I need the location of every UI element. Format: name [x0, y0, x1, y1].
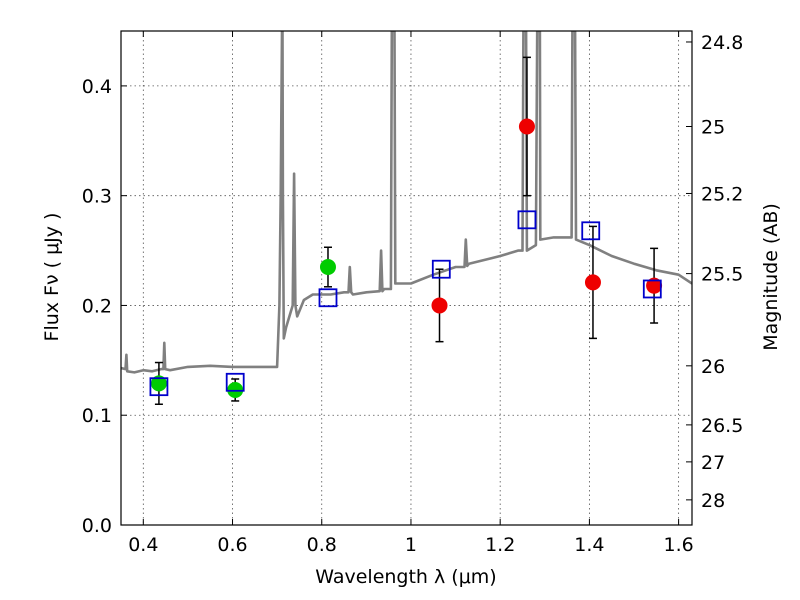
y-tick-label: 0.1	[82, 405, 112, 427]
x-tick-label: 1	[405, 534, 417, 556]
data-point	[319, 259, 336, 276]
y-axis-label: Flux Fν ( μJy )	[41, 213, 63, 342]
y2-tick-label: 28	[701, 490, 725, 512]
x-tick-label: 0.6	[217, 534, 247, 556]
y-tick-label: 0.3	[82, 186, 112, 208]
y2-tick-label: 26	[701, 356, 725, 378]
y2-tick-label: 27	[701, 452, 725, 474]
marker-layer	[149, 118, 663, 398]
x-tick-label: 0.8	[307, 534, 337, 556]
model-point	[517, 210, 537, 230]
y-tick-label: 0.4	[82, 76, 112, 98]
x-tick-label: 1.4	[574, 534, 604, 556]
x-tick-label: 1.6	[664, 534, 694, 556]
model-point	[225, 372, 245, 392]
model-point	[431, 259, 451, 279]
data-point	[646, 277, 663, 294]
model-point	[149, 377, 169, 397]
model-spectrum-line	[121, 31, 692, 374]
plot-frame	[120, 30, 693, 526]
y2-tick-label: 25.2	[701, 183, 743, 205]
x-tick-label: 0.4	[128, 534, 158, 556]
y2-tick-label: 24.8	[701, 32, 743, 54]
grid-layer	[121, 31, 692, 526]
y2-axis-label: Magnitude (AB)	[760, 203, 782, 351]
data-point	[431, 297, 448, 314]
y2-tick-label: 25.5	[701, 264, 743, 286]
data-point	[518, 118, 535, 135]
model-point	[318, 288, 338, 308]
y-tick-label: 0.0	[82, 515, 112, 537]
data-point	[150, 375, 167, 392]
y-tick-label: 0.2	[82, 295, 112, 317]
y2-tick-label: 26.5	[701, 415, 743, 437]
spectrum-layer	[121, 31, 692, 374]
x-tick-label: 1.2	[485, 534, 515, 556]
y2-tick-label: 25	[701, 117, 725, 139]
x-axis-label: Wavelength λ (μm)	[315, 566, 496, 588]
model-point	[581, 221, 601, 241]
axes-layer: 0.4 0.6 0.8 1 1.2 1.4 1.6 0.0 0.1 0.2 0.3 0.4 24.8 25…	[82, 30, 743, 556]
data-point	[584, 274, 601, 291]
model-point	[642, 279, 662, 299]
